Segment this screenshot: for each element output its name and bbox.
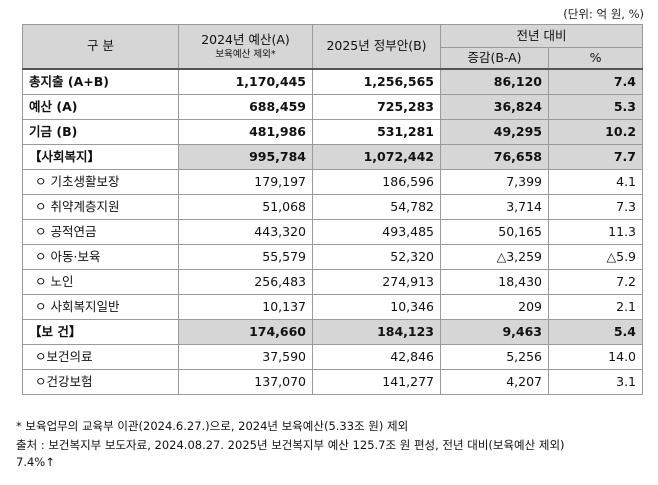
table-row: ㅇ 공적연금 443,320 493,485 50,165 11.3 xyxy=(22,219,644,245)
cell-percent: 5.4 xyxy=(547,319,644,345)
cell-change: 209 xyxy=(440,294,549,320)
table-row: 【사회복지】 995,784 1,072,442 76,658 7.7 xyxy=(22,144,644,170)
cell-budget-2024: 179,197 xyxy=(178,169,313,195)
header-yoy: 전년 대비 xyxy=(439,24,644,48)
row-label: ㅇ 노인 xyxy=(22,269,179,295)
cell-change: 3,714 xyxy=(440,194,549,220)
cell-change: △3,259 xyxy=(440,244,549,270)
table-row: ㅇ 노인 256,483 274,913 18,430 7.2 xyxy=(22,269,644,295)
cell-percent: 7.2 xyxy=(547,269,644,295)
cell-plan-2025: 274,913 xyxy=(312,269,441,295)
header-budget-2024: 2024년 예산(A) 보육예산 제외* xyxy=(178,24,313,70)
cell-plan-2025: 1,256,565 xyxy=(312,68,441,95)
row-label: 총지출 (A+B) xyxy=(22,68,179,95)
header-change: 증감(B-A) xyxy=(440,47,549,70)
cell-budget-2024: 174,660 xyxy=(178,319,313,345)
row-label: ㅇ 기초생활보장 xyxy=(22,169,179,195)
source-note-continued: 7.4%↑ xyxy=(16,455,55,469)
cell-change: 50,165 xyxy=(440,219,549,245)
source-note: 출처 : 보건복지부 보도자료, 2024.08.27. 2025년 보건복지부… xyxy=(16,438,565,452)
table-row: ㅇ 기초생활보장 179,197 186,596 7,399 4.1 xyxy=(22,169,644,195)
row-label: 기금 (B) xyxy=(22,119,179,145)
cell-percent: 3.1 xyxy=(547,369,644,395)
cell-plan-2025: 42,846 xyxy=(312,344,441,370)
cell-plan-2025: 184,123 xyxy=(312,319,441,345)
header-percent: % xyxy=(547,47,644,70)
header-category: 구 분 xyxy=(22,24,179,70)
table-row: ㅇ 아동·보육 55,579 52,320 △3,259 △5.9 xyxy=(22,244,644,270)
cell-budget-2024: 256,483 xyxy=(178,269,313,295)
cell-change: 76,658 xyxy=(440,144,549,170)
row-label: ㅇ 아동·보육 xyxy=(22,244,179,270)
cell-percent: 14.0 xyxy=(547,344,644,370)
row-label: ㅇ 취약계층지원 xyxy=(22,194,179,220)
cell-change: 9,463 xyxy=(440,319,549,345)
table-row: ㅇ 취약계층지원 51,068 54,782 3,714 7.3 xyxy=(22,194,644,220)
cell-percent: 10.2 xyxy=(547,119,644,145)
cell-plan-2025: 531,281 xyxy=(312,119,441,145)
row-label: ㅇ보건의료 xyxy=(22,344,179,370)
cell-change: 5,256 xyxy=(440,344,549,370)
cell-change: 7,399 xyxy=(440,169,549,195)
header-budget-2024-note: 보육예산 제외* xyxy=(215,48,276,60)
unit-note: (단위: 억 원, %) xyxy=(563,7,644,21)
cell-percent: 7.4 xyxy=(547,68,644,95)
cell-budget-2024: 137,070 xyxy=(178,369,313,395)
cell-budget-2024: 1,170,445 xyxy=(178,68,313,95)
cell-budget-2024: 55,579 xyxy=(178,244,313,270)
cell-change: 18,430 xyxy=(440,269,549,295)
table-row: ㅇ 사회복지일반 10,137 10,346 209 2.1 xyxy=(22,294,644,320)
cell-percent: 11.3 xyxy=(547,219,644,245)
cell-change: 36,824 xyxy=(440,94,549,120)
cell-percent: 2.1 xyxy=(547,294,644,320)
table-row: 총지출 (A+B) 1,170,445 1,256,565 86,120 7.4 xyxy=(22,68,644,95)
row-label: 예산 (A) xyxy=(22,94,179,120)
cell-budget-2024: 443,320 xyxy=(178,219,313,245)
cell-change: 86,120 xyxy=(440,68,549,95)
row-label: 【보 건】 xyxy=(22,319,179,345)
table-row: 기금 (B) 481,986 531,281 49,295 10.2 xyxy=(22,119,644,145)
table-row: 【보 건】 174,660 184,123 9,463 5.4 xyxy=(22,319,644,345)
cell-budget-2024: 995,784 xyxy=(178,144,313,170)
cell-plan-2025: 1,072,442 xyxy=(312,144,441,170)
row-label: ㅇ 공적연금 xyxy=(22,219,179,245)
cell-percent: 7.7 xyxy=(547,144,644,170)
cell-plan-2025: 10,346 xyxy=(312,294,441,320)
cell-plan-2025: 186,596 xyxy=(312,169,441,195)
table-row: ㅇ보건의료 37,590 42,846 5,256 14.0 xyxy=(22,344,644,370)
row-label: ㅇ건강보험 xyxy=(22,369,179,395)
footnote: * 보육업무의 교육부 이관(2024.6.27.)으로, 2024년 보육예산… xyxy=(16,419,409,433)
cell-plan-2025: 725,283 xyxy=(312,94,441,120)
cell-budget-2024: 10,137 xyxy=(178,294,313,320)
table-row: 예산 (A) 688,459 725,283 36,824 5.3 xyxy=(22,94,644,120)
cell-change: 49,295 xyxy=(440,119,549,145)
cell-percent: 7.3 xyxy=(547,194,644,220)
cell-budget-2024: 37,590 xyxy=(178,344,313,370)
row-label: ㅇ 사회복지일반 xyxy=(22,294,179,320)
cell-percent: △5.9 xyxy=(547,244,644,270)
cell-budget-2024: 481,986 xyxy=(178,119,313,145)
cell-percent: 5.3 xyxy=(547,94,644,120)
cell-plan-2025: 54,782 xyxy=(312,194,441,220)
cell-percent: 4.1 xyxy=(547,169,644,195)
cell-change: 4,207 xyxy=(440,369,549,395)
budget-table: 구 분 2024년 예산(A) 보육예산 제외* 2025년 정부안(B) 전년… xyxy=(22,24,644,395)
cell-plan-2025: 52,320 xyxy=(312,244,441,270)
cell-plan-2025: 141,277 xyxy=(312,369,441,395)
cell-plan-2025: 493,485 xyxy=(312,219,441,245)
cell-budget-2024: 51,068 xyxy=(178,194,313,220)
table-row: ㅇ건강보험 137,070 141,277 4,207 3.1 xyxy=(22,369,644,395)
row-label: 【사회복지】 xyxy=(22,144,179,170)
header-budget-2024-label: 2024년 예산(A) xyxy=(201,32,290,47)
cell-budget-2024: 688,459 xyxy=(178,94,313,120)
header-plan-2025: 2025년 정부안(B) xyxy=(312,24,441,70)
